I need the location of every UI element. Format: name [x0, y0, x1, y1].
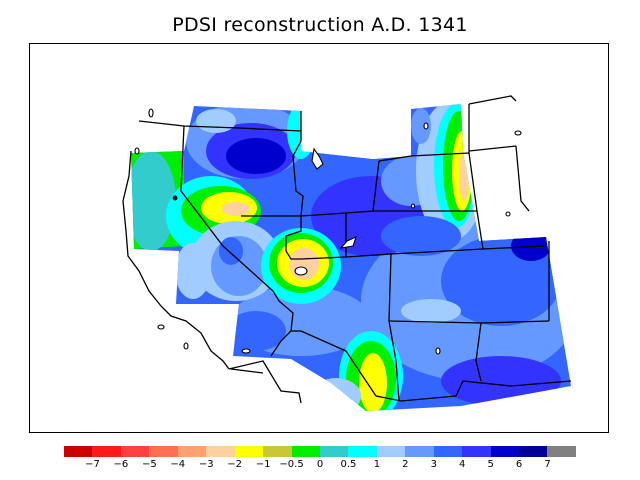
legend-swatch	[234, 446, 264, 457]
pdsi-map	[122, 95, 572, 411]
legend-swatch	[433, 446, 463, 457]
legend-swatch	[376, 446, 406, 457]
legend-tick-label: 0	[316, 459, 324, 470]
map-title: PDSI reconstruction A.D. 1341	[172, 14, 468, 36]
legend-swatch	[462, 446, 491, 457]
legend-tick-label: −4	[170, 459, 186, 470]
legend-swatch	[263, 446, 292, 457]
lakes	[134, 108, 522, 355]
no-data-area	[301, 109, 411, 159]
legend-tick-label: 4	[459, 459, 466, 470]
legend-swatch	[177, 446, 207, 457]
legend-tick-label: 1	[373, 459, 381, 470]
legend-tick-label: 7	[544, 459, 551, 470]
legend-tick-label: 2	[402, 459, 409, 470]
color-legend: −7 −6 −5 −4 −3 −2 −1 −0.5 0 0.5 1 2 3 4 5 6 7	[64, 446, 576, 476]
legend-tick-label: −6	[113, 459, 129, 470]
legend-swatch	[92, 446, 121, 457]
legend-tick-label: 0.5	[340, 459, 357, 470]
legend-bar	[64, 446, 576, 457]
legend-swatch	[319, 446, 349, 457]
legend-swatch	[64, 446, 93, 457]
pdsi-field	[131, 104, 571, 411]
state-boundaries	[122, 95, 572, 404]
legend-tick-label: −1	[255, 459, 271, 470]
legend-tick-label: −2	[227, 459, 243, 470]
legend-swatch	[490, 446, 519, 457]
legend-swatch	[519, 446, 548, 457]
legend-swatch	[405, 446, 434, 457]
legend-tick-label: 3	[430, 459, 437, 470]
legend-swatch	[547, 446, 576, 457]
legend-swatch	[348, 446, 377, 457]
legend-tick-label: −7	[85, 459, 100, 470]
map-frame	[29, 43, 609, 433]
legend-swatch	[149, 446, 178, 457]
legend-tick-label: −0.5	[279, 459, 304, 470]
legend-swatch	[120, 446, 150, 457]
legend-tick-label: −5	[141, 459, 157, 470]
reservoir-dot	[172, 195, 178, 201]
legend-tick-label: −3	[198, 459, 214, 470]
legend-swatch	[291, 446, 320, 457]
legend-swatch	[206, 446, 235, 457]
legend-tick-label: 6	[515, 459, 523, 470]
legend-tick-label: 5	[487, 459, 494, 470]
